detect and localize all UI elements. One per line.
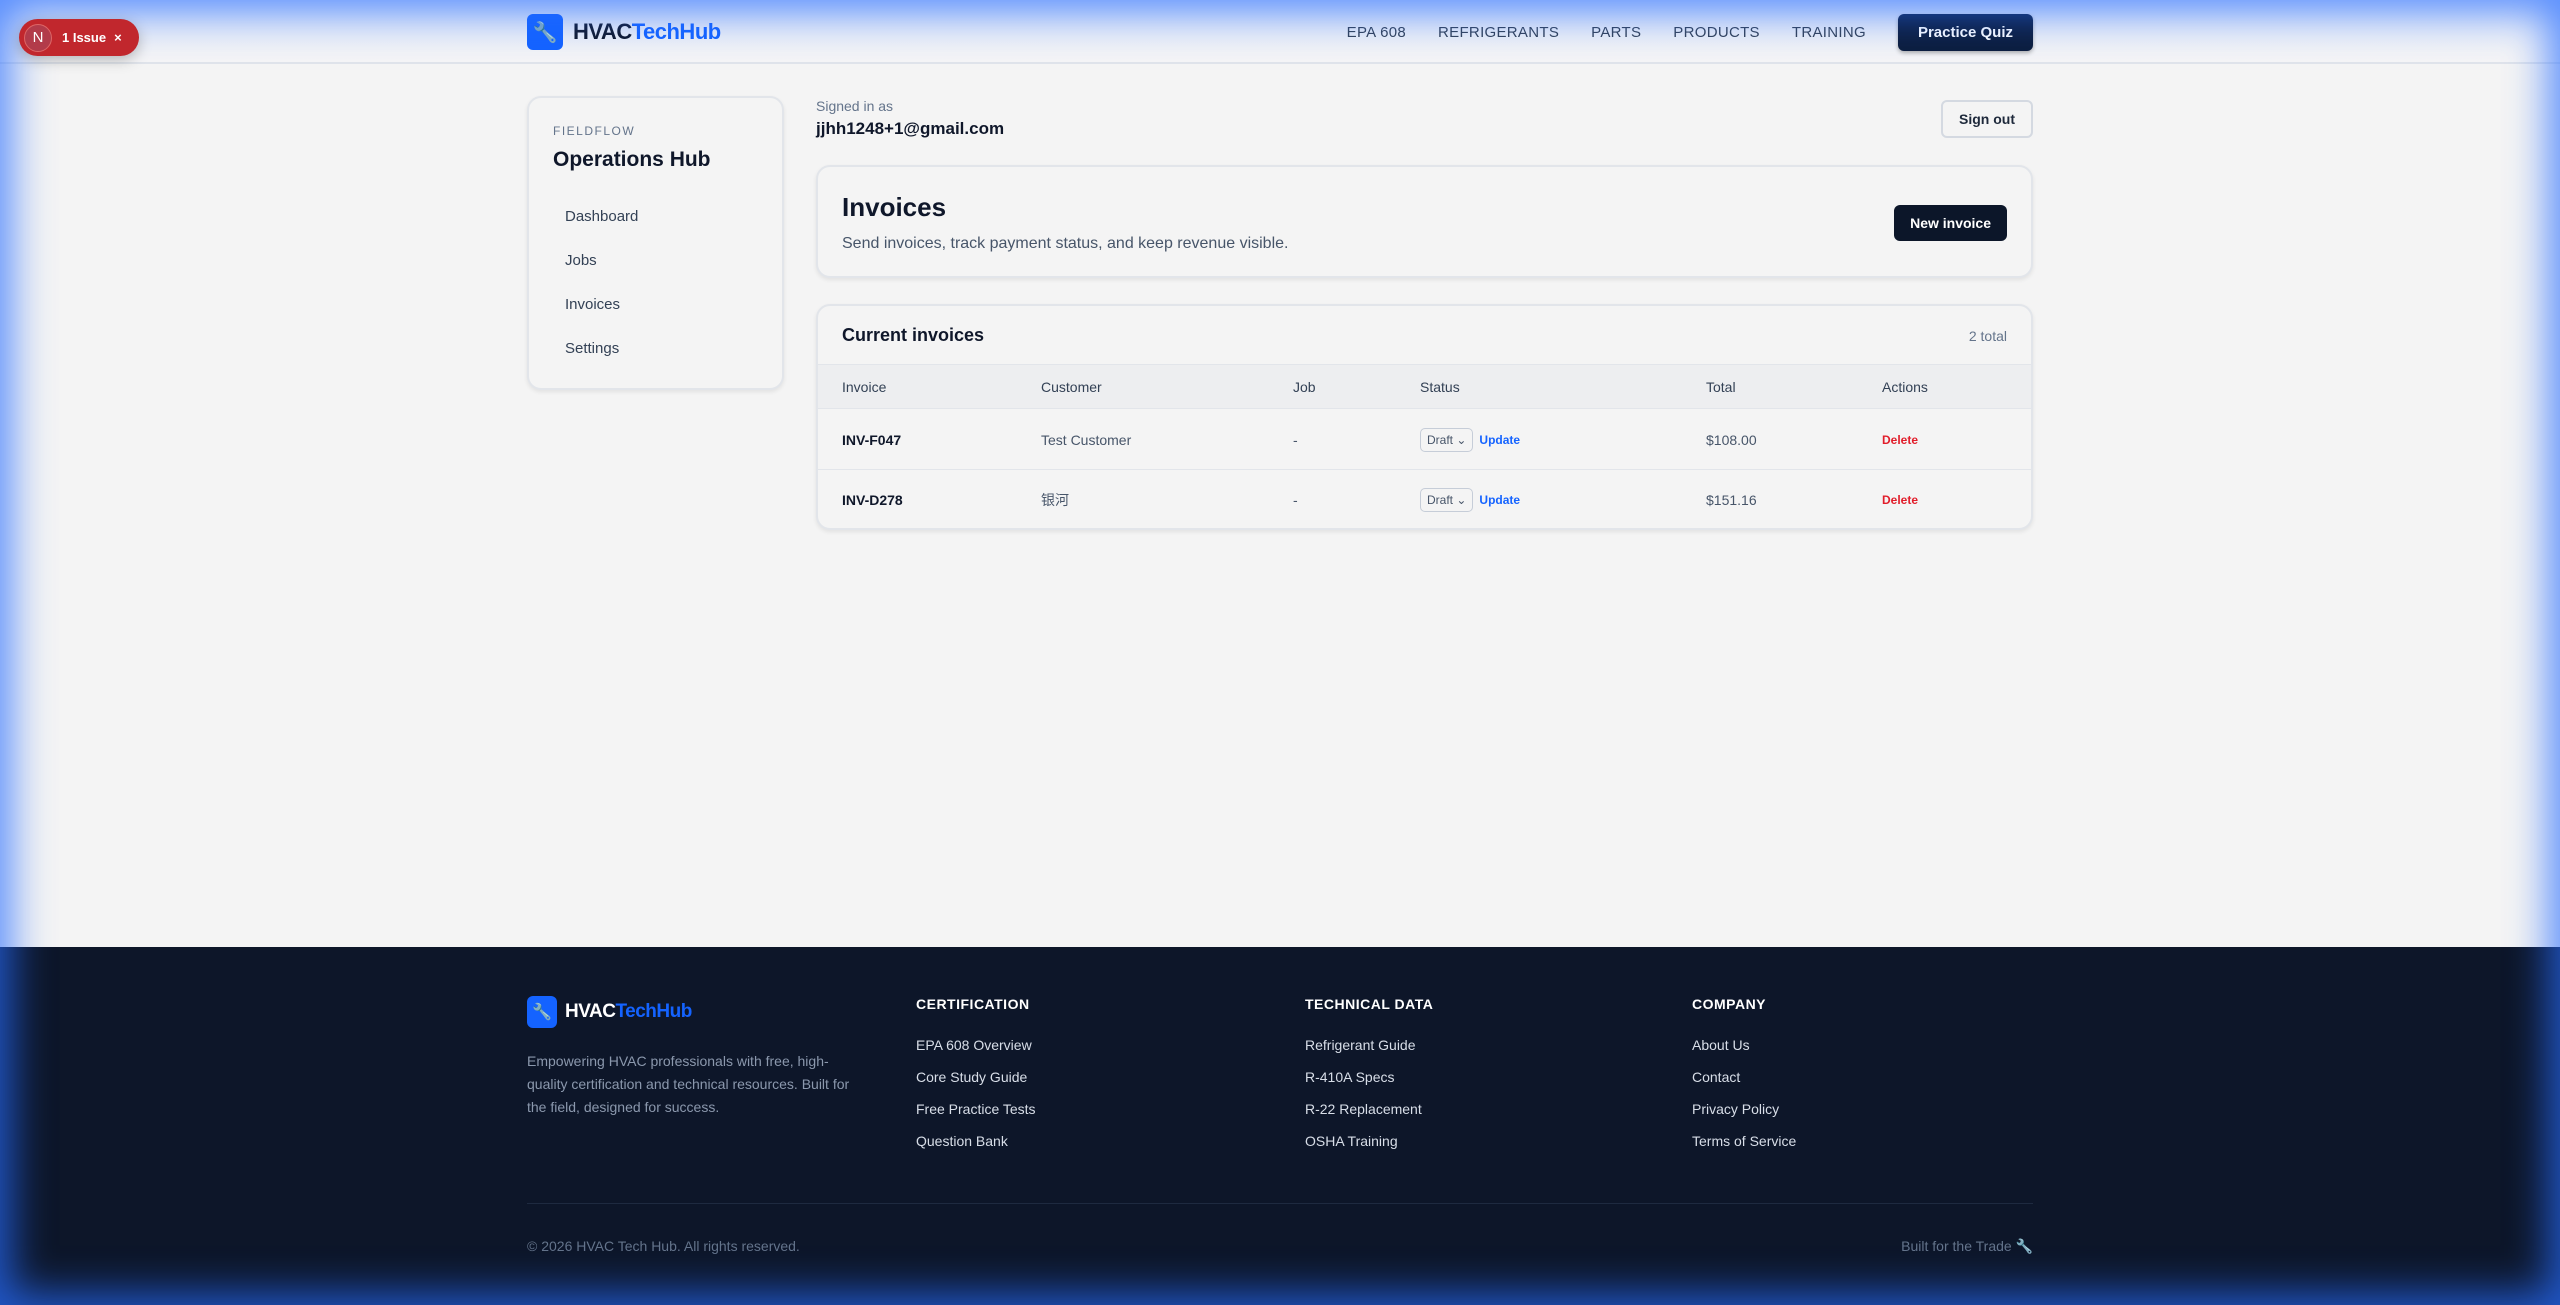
practice-quiz-button[interactable]: Practice Quiz (1897, 14, 2033, 51)
page-title: Invoices (842, 192, 947, 222)
update-button[interactable]: Update (1479, 493, 1521, 507)
footer-link[interactable]: R-410A Specs (1305, 1069, 1395, 1085)
sidebar-eyebrow: FIELDFLOW (553, 124, 636, 138)
nav-parts[interactable]: PARTS (1591, 24, 1642, 41)
issues-label: 1 Issue (62, 30, 107, 45)
footer-logo[interactable]: 🔧 HVACTechHub (527, 996, 692, 1028)
signed-in-label: Signed in as (816, 98, 894, 114)
status-value: Draft (1427, 432, 1454, 447)
chevron-down-icon: ⌄ (1456, 432, 1467, 447)
copyright: © 2026 HVAC Tech Hub. All rights reserve… (527, 1238, 800, 1254)
sign-out-button[interactable]: Sign out (1941, 100, 2033, 138)
table-row: INV-D278 银河 - Draft ⌄ Update $151.16 Dele… (818, 470, 2031, 528)
total: $108.00 (1706, 431, 1757, 448)
footer-divider (527, 1203, 2033, 1204)
footer-column-company: COMPANY About Us Contact Privacy Policy … (1692, 996, 1796, 1165)
column-header: Job (1293, 378, 1316, 395)
footer-column-title: COMPANY (1692, 996, 1767, 1012)
job: - (1293, 492, 1298, 508)
logo-text-hvac: HVAC (573, 19, 632, 44)
table-header: Invoice Customer Job Status Total Action… (818, 364, 2031, 409)
sidebar-item-dashboard[interactable]: Dashboard (565, 208, 639, 225)
nav-epa-608[interactable]: EPA 608 (1346, 24, 1407, 41)
footer-link[interactable]: Refrigerant Guide (1305, 1037, 1416, 1053)
issues-badge[interactable]: N 1 Issue × (19, 19, 139, 56)
status-value: Draft (1427, 493, 1454, 507)
sidebar: FIELDFLOW Operations Hub Dashboard Jobs … (527, 96, 784, 390)
footer-description: Empowering HVAC professionals with free,… (527, 1053, 850, 1115)
chevron-down-icon: ⌄ (1456, 493, 1467, 507)
invoices-table-card: Current invoices 2 total Invoice Custome… (816, 304, 2033, 530)
invoices-header-card: Invoices Send invoices, track payment st… (816, 165, 2033, 278)
nav-training[interactable]: TRAINING (1791, 24, 1866, 41)
footer-link[interactable]: Contact (1692, 1069, 1741, 1085)
nav-refrigerants[interactable]: REFRIGERANTS (1438, 24, 1560, 41)
logo[interactable]: 🔧 HVACTechHub (527, 14, 721, 50)
logo-text-techhub: TechHub (631, 19, 721, 44)
column-header: Customer (1041, 378, 1102, 395)
customer: Test Customer (1041, 431, 1132, 448)
column-header: Actions (1882, 378, 1928, 395)
update-button[interactable]: Update (1479, 432, 1521, 447)
invoice-count: 2 total (1968, 328, 2007, 344)
table-row: INV-F047 Test Customer - Draft ⌄ Update $… (818, 410, 2031, 470)
status-select[interactable]: Draft ⌄ (1420, 427, 1474, 452)
footer-column-title: CERTIFICATION (916, 996, 1030, 1012)
status-select[interactable]: Draft ⌄ (1420, 488, 1474, 512)
logo-text-techhub: TechHub (615, 1001, 692, 1022)
logo-text-hvac: HVAC (565, 1001, 616, 1022)
footer-link[interactable]: OSHA Training (1305, 1133, 1398, 1149)
column-header: Total (1706, 378, 1736, 395)
footer-column-certification: CERTIFICATION EPA 608 Overview Core Stud… (916, 996, 1036, 1165)
site-footer: 🔧 HVACTechHub Empowering HVAC profession… (0, 947, 2560, 1305)
user-email: jjhh1248+1@gmail.com (816, 119, 1005, 138)
invoice-id[interactable]: INV-D278 (842, 492, 903, 508)
column-header: Status (1420, 378, 1460, 395)
customer: 银河 (1041, 492, 1069, 508)
job: - (1293, 431, 1298, 448)
footer-link[interactable]: Core Study Guide (916, 1069, 1028, 1085)
footer-tagline: Built for the Trade 🔧 (1901, 1238, 2033, 1254)
footer-link[interactable]: Question Bank (916, 1133, 1008, 1149)
total: $151.16 (1706, 492, 1757, 508)
table-title: Current invoices (842, 325, 985, 345)
footer-link[interactable]: EPA 608 Overview (916, 1037, 1032, 1053)
delete-button[interactable]: Delete (1882, 493, 1919, 507)
sidebar-item-settings[interactable]: Settings (565, 340, 620, 357)
close-icon[interactable]: × (114, 30, 122, 45)
page-subtitle: Send invoices, track payment status, and… (842, 235, 1289, 252)
sidebar-title: Operations Hub (553, 148, 711, 171)
sidebar-item-invoices[interactable]: Invoices (565, 296, 621, 313)
footer-column-title: TECHNICAL DATA (1305, 996, 1434, 1012)
footer-link[interactable]: About Us (1692, 1037, 1750, 1053)
nav-products[interactable]: PRODUCTS (1673, 24, 1760, 41)
invoice-id[interactable]: INV-F047 (842, 431, 902, 448)
next-logo-icon: N (24, 23, 52, 52)
footer-column-technical-data: TECHNICAL DATA Refrigerant Guide R-410A … (1305, 996, 1433, 1165)
wrench-icon: 🔧 (527, 996, 557, 1028)
footer-link[interactable]: Terms of Service (1692, 1133, 1797, 1149)
column-header: Invoice (842, 378, 887, 395)
footer-link[interactable]: Free Practice Tests (916, 1101, 1036, 1117)
wrench-icon: 🔧 (527, 14, 563, 50)
footer-link[interactable]: R-22 Replacement (1305, 1101, 1422, 1117)
new-invoice-button[interactable]: New invoice (1894, 205, 2007, 241)
site-header: 🔧 HVACTechHub EPA 608 REFRIGERANTS PARTS… (0, 0, 2560, 64)
sidebar-item-jobs[interactable]: Jobs (565, 252, 597, 269)
footer-link[interactable]: Privacy Policy (1692, 1101, 1780, 1117)
main-nav: EPA 608 REFRIGERANTS PARTS PRODUCTS TRAI… (1347, 14, 2033, 51)
delete-button[interactable]: Delete (1882, 432, 1919, 447)
